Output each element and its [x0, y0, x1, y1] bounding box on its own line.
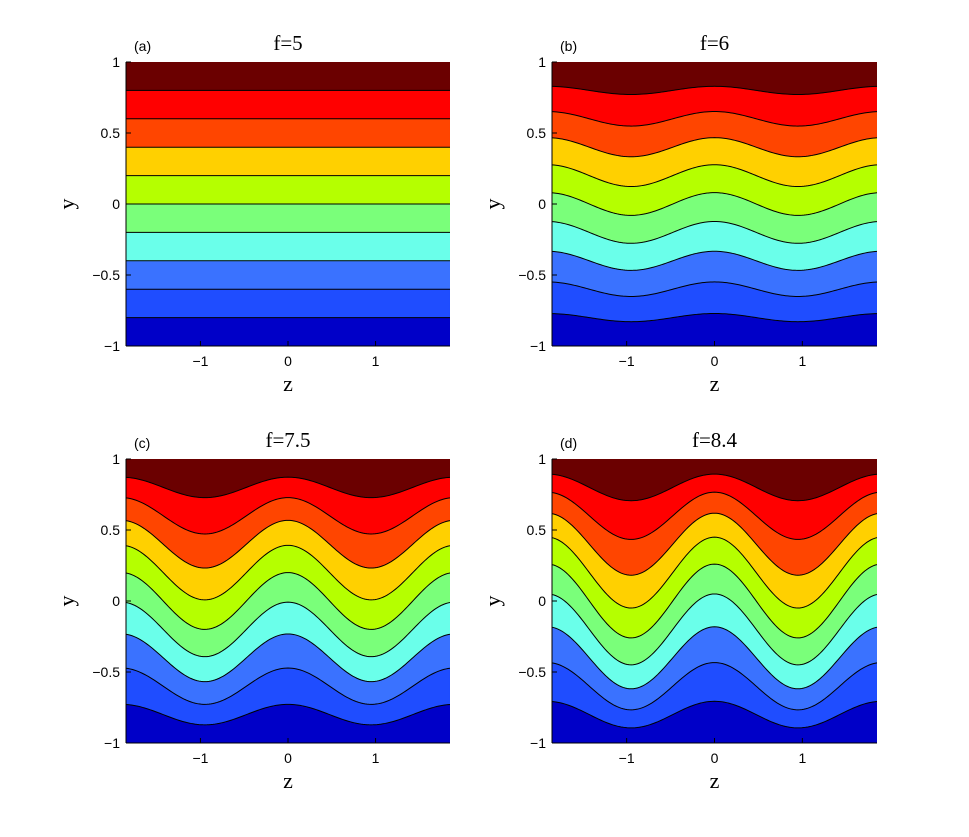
contour-band-5: [126, 203, 450, 233]
contour-line-4: [126, 601, 450, 658]
contour-line-7: [552, 137, 877, 158]
contour-line-8: [126, 497, 450, 535]
y-tick-label: 1: [538, 54, 546, 70]
y-tick-label: 0: [538, 196, 546, 212]
y-tick-label: −1: [530, 735, 546, 751]
x-tick-label: 1: [798, 353, 806, 369]
y-tick-label: 0: [112, 593, 120, 609]
y-axis-label: y: [54, 596, 79, 607]
x-axis-label: z: [283, 768, 293, 793]
y-axis-label: y: [54, 199, 79, 210]
y-tick-label: 1: [112, 451, 120, 467]
contour-line-7: [552, 512, 877, 576]
panel-4: 1 0.5 0 −0.5 −1 −1 0 1 (d) f=8.4 z y: [480, 428, 877, 793]
x-tick-label: 0: [711, 353, 719, 369]
contour-area: [126, 459, 450, 743]
y-tick-label: 0.5: [101, 522, 121, 538]
y-tick-label: 1: [112, 54, 120, 70]
contour-band-7: [126, 146, 450, 176]
contour-band-2: [126, 288, 450, 318]
panel-2: 1 0.5 0 −0.5 −1 −1 0 1 (b) f=6 z y: [480, 31, 877, 396]
panel-label: (d): [560, 435, 577, 451]
contour-line-8: [552, 111, 877, 127]
contour-band-8: [126, 118, 450, 148]
x-axis-label: z: [710, 371, 720, 396]
y-tick-label: 1: [538, 451, 546, 467]
contour-line-1: [552, 313, 877, 323]
y-tick-label: −0.5: [518, 664, 546, 680]
y-tick-label: −0.5: [518, 267, 546, 283]
contour-line-3: [126, 633, 450, 683]
contour-line-8: [552, 491, 877, 540]
y-tick-label: −0.5: [92, 267, 120, 283]
y-tick-label: −0.5: [92, 664, 120, 680]
contour-line-6: [552, 164, 877, 188]
panel-label: (a): [134, 38, 151, 54]
y-tick-label: −1: [104, 735, 120, 751]
contour-line-6: [552, 536, 877, 609]
contour-line-4: [552, 593, 877, 666]
panel-label: (b): [560, 38, 577, 54]
contour-band-3: [126, 260, 450, 290]
x-tick-label: 0: [284, 353, 292, 369]
contour-band-6: [126, 175, 450, 205]
x-tick-label: −1: [192, 750, 208, 766]
contour-line-3: [552, 250, 877, 271]
contour-band-9: [126, 90, 450, 120]
x-tick-label: 0: [711, 750, 719, 766]
contour-line-4: [552, 220, 877, 244]
x-axis-label: z: [710, 768, 720, 793]
x-tick-label: −1: [619, 353, 635, 369]
contour-line-2: [552, 662, 877, 711]
chart-title: f=6: [700, 31, 729, 55]
contour-line-2: [552, 281, 877, 297]
contour-area: [552, 62, 877, 346]
panel-3: 1 0.5 0 −0.5 −1 −1 0 1 (c) f=7.5 z y: [54, 428, 450, 793]
y-tick-label: 0: [112, 196, 120, 212]
y-tick-label: 0.5: [527, 522, 547, 538]
contour-line-1: [126, 703, 450, 726]
contour-area: [552, 459, 877, 743]
x-tick-label: −1: [619, 750, 635, 766]
y-tick-label: −1: [530, 338, 546, 354]
y-tick-label: 0.5: [101, 125, 121, 141]
y-tick-label: 0.5: [527, 125, 547, 141]
chart-title: f=7.5: [265, 428, 310, 452]
y-tick-label: 0: [538, 593, 546, 609]
contour-line-9: [552, 85, 877, 95]
x-tick-label: 0: [284, 750, 292, 766]
contour-area: [126, 62, 450, 346]
x-tick-label: 1: [372, 750, 380, 766]
contour-line-5: [552, 192, 877, 216]
y-axis-label: y: [480, 199, 505, 210]
contour-line-3: [552, 626, 877, 690]
contour-line-9: [552, 473, 877, 502]
contour-line-7: [126, 519, 450, 569]
contour-band-4: [126, 232, 450, 262]
x-tick-label: −1: [192, 353, 208, 369]
y-tick-label: −1: [104, 338, 120, 354]
contour-band-10: [126, 62, 450, 91]
panel-1: 1 0.5 0 −0.5 −1 −1 0 1 (a) f=5 z y: [54, 31, 450, 396]
contour-line-2: [126, 667, 450, 705]
x-axis-label: z: [283, 371, 293, 396]
chart-title: f=8.4: [692, 428, 738, 452]
panel-label: (c): [134, 435, 150, 451]
contour-line-6: [126, 544, 450, 601]
x-tick-label: 1: [372, 353, 380, 369]
contour-line-9: [126, 476, 450, 499]
contour-line-5: [126, 572, 450, 630]
y-axis-label: y: [480, 596, 505, 607]
contour-line-1: [552, 700, 877, 729]
chart-title: f=5: [273, 31, 302, 55]
x-tick-label: 1: [798, 750, 806, 766]
contour-line-5: [552, 563, 877, 639]
